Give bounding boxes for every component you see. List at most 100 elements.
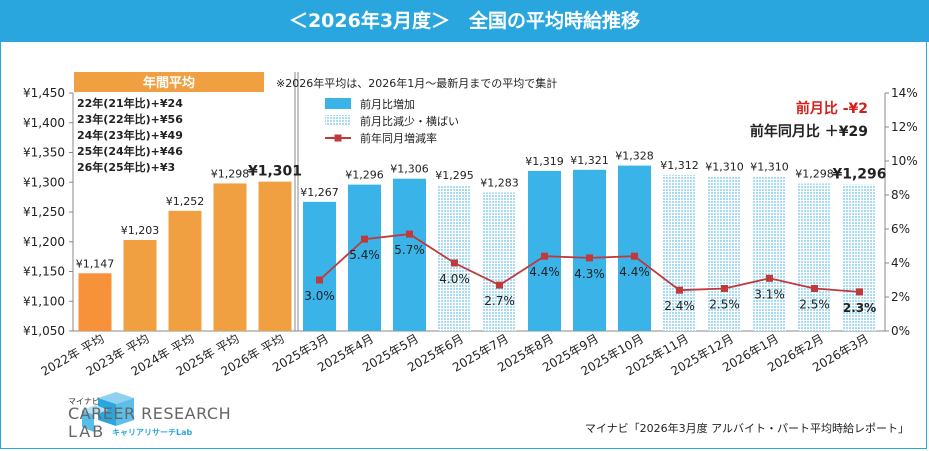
yoy-marker [676, 286, 683, 294]
source-note: マイナビ「2026年3月度 アルバイト・パート平均時給レポート」 [584, 422, 909, 435]
bar-value-label: ¥1,296 [345, 169, 384, 182]
legend-label-yoy: 前年同月増減率 [360, 131, 437, 145]
yoy-label: 4.4% [529, 265, 560, 279]
yoy-label: 3.0% [304, 289, 335, 303]
logo-mynavi: マイナビ [68, 397, 100, 406]
bar-decrease [708, 176, 741, 331]
y-tick-label: ¥1,450 [23, 86, 65, 100]
bar-annual [168, 210, 202, 331]
y-tick-label: ¥1,400 [23, 116, 65, 130]
yoy-marker [721, 285, 728, 292]
yoy-marker [631, 252, 638, 260]
yoy-marker [856, 288, 863, 296]
y-tick-label: ¥1,250 [23, 205, 65, 219]
yoy-label: 2.4% [664, 299, 695, 313]
bar-value-label: ¥1,310 [750, 160, 789, 173]
bar-value-label: ¥1,306 [390, 163, 429, 176]
bar-value-label: ¥1,203 [121, 224, 160, 237]
annual-header-box [74, 72, 264, 92]
bar-value-label: ¥1,319 [525, 155, 564, 168]
bar-value-label: ¥1,298 [211, 167, 250, 180]
bar-decrease [843, 184, 876, 331]
y2-tick-label: 4% [891, 256, 910, 270]
yoy-label: 2.7% [484, 294, 515, 308]
bar-annual [258, 181, 292, 331]
yoy-label: 2.5% [799, 298, 830, 312]
bar-annual [213, 183, 247, 331]
bar-increase [393, 178, 426, 331]
bar-value-label: ¥1,147 [76, 257, 115, 270]
legend-swatch-decrease [325, 115, 351, 126]
page-title: ＜2026年3月度＞ 全国の平均時給推移 [0, 0, 929, 42]
summary-mom: 前月比 -¥2 [796, 100, 868, 117]
y2-tick-label: 6% [891, 222, 910, 236]
yoy-marker [361, 235, 368, 243]
bar-value-label: ¥1,283 [480, 176, 519, 189]
yoy-label: 3.1% [754, 287, 785, 301]
y-tick-label: ¥1,100 [23, 294, 65, 308]
yoy-label: 5.4% [349, 248, 380, 262]
bar-value-label: ¥1,312 [660, 159, 699, 172]
yoy-label: 4.3% [574, 267, 605, 281]
annual-change-label: 23年(22年比)+¥56 [77, 112, 183, 126]
yoy-marker [541, 252, 548, 260]
bar-decrease [663, 175, 696, 331]
bar-increase [528, 170, 561, 331]
bar-value-label: ¥1,296 [832, 167, 886, 183]
yoy-marker [586, 254, 593, 262]
yoy-label: 5.7% [394, 243, 425, 257]
yoy-marker [406, 230, 413, 238]
yoy-label: 2.3% [843, 301, 876, 315]
yoy-marker [316, 276, 323, 284]
y2-tick-label: 12% [891, 120, 918, 134]
annual-change-label: 25年(24年比)+¥46 [77, 144, 183, 158]
annual-change-label: 26年(25年比)+¥3 [77, 160, 175, 174]
yoy-marker [811, 285, 818, 292]
y-tick-label: ¥1,300 [23, 175, 65, 189]
summary-yoy: 前年同月比 ＋¥29 [750, 123, 868, 140]
yoy-marker [496, 281, 503, 289]
bar-value-label: ¥1,267 [300, 186, 339, 199]
y-tick-label: ¥1,200 [23, 235, 65, 249]
y-tick-label: ¥1,150 [23, 265, 65, 279]
yoy-marker [766, 274, 773, 282]
logo-line1: CAREER RESEARCH [68, 404, 232, 423]
bar-value-label: ¥1,310 [705, 160, 744, 173]
y-tick-label: ¥1,050 [23, 324, 65, 338]
y2-tick-label: 8% [891, 188, 910, 202]
yoy-label: 4.4% [619, 265, 650, 279]
annual-header: 年間平均 [143, 75, 195, 91]
legend-marker [334, 134, 342, 142]
legend-label-decrease: 前月比減少・横ばい [360, 114, 459, 128]
logo-line2: LAB [68, 422, 106, 441]
yoy-label: 4.0% [439, 272, 470, 286]
bar-value-label: ¥1,328 [615, 150, 654, 163]
bar-increase [348, 184, 381, 331]
y2-tick-label: 10% [891, 154, 918, 168]
y2-tick-label: 0% [891, 324, 910, 338]
bar-value-label: ¥1,295 [435, 169, 474, 182]
bar-decrease [753, 176, 786, 331]
annual-change-label: 22年(21年比)+¥24 [77, 96, 183, 110]
annual-change-label: 24年(23年比)+¥49 [77, 128, 183, 142]
yoy-marker [451, 259, 458, 267]
yoy-label: 2.5% [709, 298, 740, 312]
logo-cube-icon [82, 392, 134, 432]
bar-value-label: ¥1,301 [248, 164, 302, 180]
bar-decrease [798, 183, 831, 331]
bar-increase [303, 201, 336, 331]
bar-value-label: ¥1,321 [570, 154, 609, 167]
bar-value-label: ¥1,252 [166, 195, 205, 208]
legend-swatch-increase [325, 98, 351, 109]
bar-decrease [438, 185, 471, 331]
chart-note: ※2026年平均は、2026年1月～最新月までの平均で集計 [276, 76, 557, 90]
bar-annual [78, 273, 112, 331]
bar-value-label: ¥1,298 [795, 167, 834, 180]
y2-tick-label: 2% [891, 290, 910, 304]
y-tick-label: ¥1,350 [23, 146, 65, 160]
bar-decrease [483, 192, 516, 331]
y2-tick-label: 14% [891, 86, 918, 100]
bar-increase [618, 165, 651, 331]
legend-label-increase: 前月比増加 [360, 97, 415, 111]
